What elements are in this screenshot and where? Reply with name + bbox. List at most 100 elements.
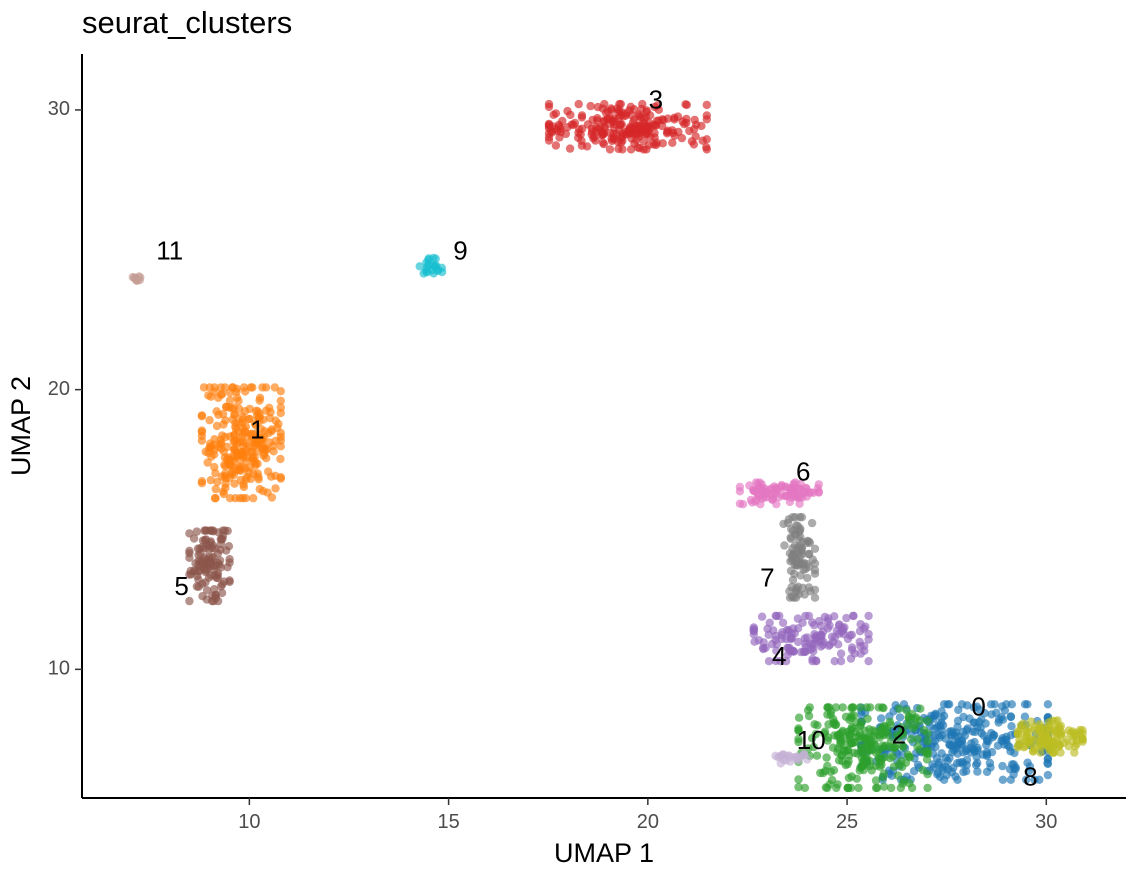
cluster-4-point: [778, 628, 787, 637]
cluster-6-point: [795, 499, 804, 508]
y-tick-label: 10: [48, 658, 70, 680]
cluster-2-point: [829, 766, 839, 775]
cluster-6-point: [789, 489, 798, 499]
cluster-1-point: [245, 414, 254, 423]
cluster-8-point: [1016, 721, 1026, 730]
cluster-2-point: [834, 730, 843, 740]
cluster-1-point: [262, 454, 271, 463]
cluster-0-point: [962, 760, 971, 770]
cluster-2-point: [871, 776, 881, 785]
cluster-3-point: [685, 126, 694, 136]
cluster-10-point: [783, 751, 792, 760]
cluster-4-point: [771, 611, 780, 621]
cluster-4-point: [864, 657, 873, 666]
cluster-3-point: [544, 102, 554, 112]
cluster-0-point: [947, 727, 956, 736]
cluster-2-point: [893, 771, 903, 780]
cluster-0-point: [1043, 770, 1053, 780]
cluster-label-6: 6: [796, 456, 810, 486]
cluster-2-point: [879, 703, 888, 713]
cluster-2-point: [882, 725, 892, 734]
cluster-1-point: [225, 494, 235, 503]
cluster-2-point: [863, 756, 872, 765]
cluster-4-point: [842, 613, 851, 623]
cluster-0-point: [913, 760, 923, 770]
cluster-8-point: [1042, 741, 1052, 751]
cluster-11-points: [128, 272, 145, 285]
cluster-7-point: [807, 518, 817, 528]
cluster-label-1: 1: [250, 414, 264, 444]
cluster-0-point: [953, 722, 962, 732]
cluster-1-point: [230, 479, 239, 488]
cluster-3-point: [658, 139, 667, 148]
cluster-1-point: [267, 427, 276, 436]
cluster-3-point: [544, 120, 554, 129]
cluster-2-point: [794, 737, 803, 747]
cluster-1-point: [220, 472, 230, 481]
cluster-label-10: 10: [797, 725, 826, 755]
cluster-1-point: [205, 383, 214, 392]
cluster-5-point: [200, 555, 209, 564]
cluster-6-point: [754, 483, 763, 492]
cluster-3-point: [577, 111, 587, 120]
cluster-2-point: [887, 783, 896, 793]
cluster-2-point: [847, 703, 856, 713]
cluster-1-point: [205, 416, 214, 425]
cluster-2-point: [823, 710, 832, 719]
cluster-0-point: [971, 760, 981, 770]
cluster-2-point: [916, 704, 925, 713]
cluster-6-point: [745, 481, 754, 490]
cluster-2-point: [804, 711, 814, 721]
cluster-1-point: [276, 436, 285, 445]
cluster-0-point: [1020, 712, 1030, 721]
cluster-1-point: [241, 475, 251, 484]
cluster-1-point: [210, 435, 219, 444]
cluster-2-point: [923, 716, 932, 726]
cluster-4-point: [843, 634, 853, 644]
cluster-2-point: [870, 739, 879, 748]
cluster-1-point: [232, 448, 242, 457]
cluster-2-point: [907, 735, 916, 744]
cluster-4-point: [787, 629, 796, 638]
cluster-5-point: [198, 536, 208, 545]
cluster-1-point: [211, 494, 220, 503]
cluster-1-point: [276, 454, 285, 464]
cluster-3-point: [644, 126, 654, 135]
cluster-1-point: [197, 412, 207, 421]
cluster-1-point: [239, 383, 249, 392]
cluster-3-point: [625, 106, 634, 115]
cluster-10-point: [802, 755, 812, 764]
cluster-4-point: [764, 657, 774, 666]
cluster-0-point: [959, 767, 968, 777]
cluster-3-point: [566, 110, 575, 120]
cluster-0-point: [985, 758, 995, 768]
cluster-2-point: [898, 762, 907, 772]
cluster-4-point: [864, 611, 873, 621]
cluster-2-point: [833, 744, 843, 753]
cluster-1-point: [244, 442, 254, 451]
cluster-2-point: [832, 783, 841, 793]
cluster-4-point: [815, 616, 824, 626]
cluster-0-point: [957, 700, 967, 709]
y-axis-title: UMAP 2: [6, 376, 36, 476]
cluster-4-point: [749, 624, 758, 634]
cluster-1-point: [238, 415, 248, 424]
cluster-7-point: [786, 566, 796, 575]
cluster-6-point: [777, 480, 786, 490]
cluster-1-point: [238, 463, 247, 472]
cluster-3-point: [644, 140, 654, 150]
cluster-4-point: [798, 618, 807, 627]
cluster-7-point: [804, 537, 814, 546]
cluster-1-point: [271, 471, 280, 480]
cluster-3-point: [702, 135, 711, 144]
cluster-1-point: [209, 445, 219, 455]
cluster-4-point: [860, 641, 869, 651]
cluster-2-point: [855, 766, 864, 775]
cluster-1-point: [235, 404, 244, 413]
cluster-7-point: [803, 573, 812, 583]
cluster-3-point: [567, 120, 576, 129]
cluster-3-point: [597, 130, 606, 140]
cluster-1-point: [217, 390, 226, 399]
cluster-3-point: [646, 133, 655, 142]
cluster-1-point: [261, 406, 271, 415]
